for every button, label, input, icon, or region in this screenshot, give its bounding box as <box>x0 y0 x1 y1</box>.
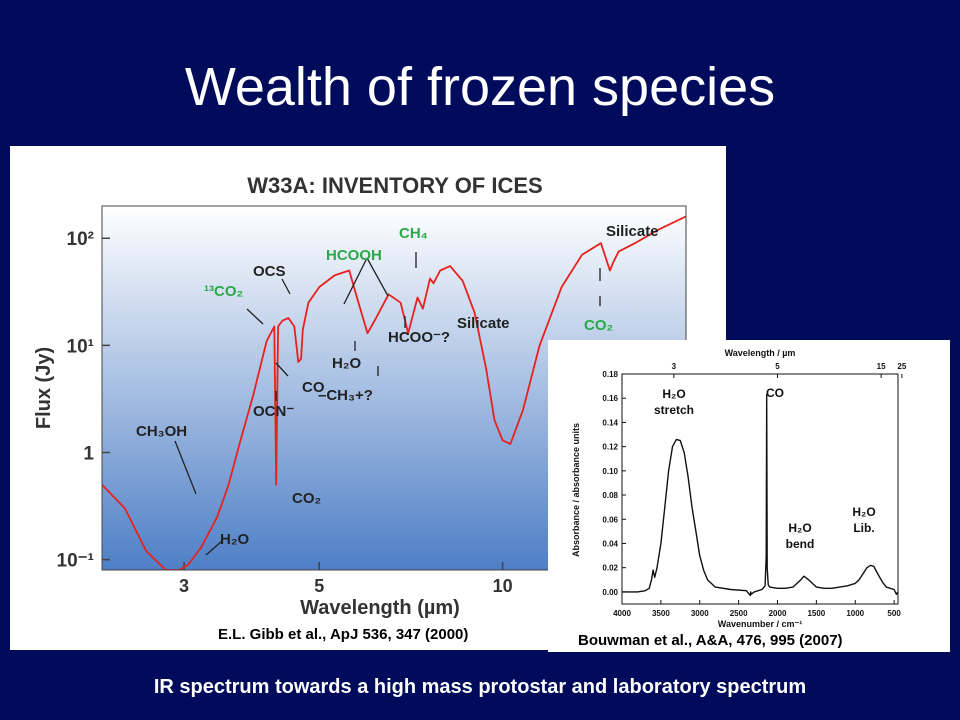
main-y-axis-label: Flux (Jy) <box>33 347 55 429</box>
main-annotation-12: CH₄ <box>399 225 428 242</box>
inset-y-tick-label-5: 0.10 <box>602 467 618 476</box>
inset-x-tick-label-2: 3000 <box>691 609 709 618</box>
inset-y-tick-label-8: 0.16 <box>602 394 618 403</box>
main-annotation-4: CO₂ <box>292 490 321 507</box>
inset-y-tick-label-3: 0.06 <box>602 515 618 524</box>
main-x-tick-label-2: 10 <box>493 576 513 596</box>
inset-y-tick-label-1: 0.02 <box>602 564 618 573</box>
main-annotation-5: ¹³CO₂ <box>204 283 243 300</box>
main-x-tick-label-0: 3 <box>179 576 189 596</box>
slide-caption: IR spectrum towards a high mass protosta… <box>153 676 807 698</box>
inset-annotation-2: H₂O <box>788 521 811 535</box>
slide-title: Wealth of frozen species <box>184 57 776 117</box>
main-annotation-1: Silicate <box>457 315 510 332</box>
inset-x-tick-label-1: 3500 <box>652 609 670 618</box>
main-y-tick-label-0: 10⁻¹ <box>57 551 95 572</box>
main-x-axis-label: Wavelength (µm) <box>300 597 460 619</box>
inset-y-tick-label-4: 0.08 <box>602 491 618 500</box>
inset-series-line <box>622 393 899 597</box>
main-y-tick-label-2: 10¹ <box>67 336 94 357</box>
main-chart-title: W33A: INVENTORY OF ICES <box>247 173 542 198</box>
main-y-tick-label-3: 10² <box>67 229 94 250</box>
main-annotation-8: OCN⁻ <box>253 403 294 420</box>
main-y-tick-label-1: 1 <box>83 443 94 464</box>
inset-x-tick-label-7: 500 <box>887 609 901 618</box>
inset-annotation-2-line2: bend <box>786 537 815 551</box>
inset-annotation-0: H₂O <box>662 387 685 401</box>
inset-figure-panel <box>548 340 950 652</box>
main-annotation-7: CO <box>302 379 325 396</box>
inset-x-tick-label-3: 2500 <box>730 609 748 618</box>
inset-x-tick-label-5: 1500 <box>807 609 825 618</box>
inset-x-tick-label-0: 4000 <box>613 609 631 618</box>
inset-top-tick-label-0: 3 <box>672 362 677 371</box>
main-x-tick-label-1: 5 <box>314 576 324 596</box>
inset-y-tick-label-2: 0.04 <box>602 539 618 548</box>
inset-annotation-1: CO <box>766 386 784 400</box>
inset-y-tick-label-0: 0.00 <box>602 588 618 597</box>
inset-annotation-0-line2: stretch <box>654 403 694 417</box>
inset-top-axis-label: Wavelength / µm <box>725 348 796 358</box>
inset-top-tick-label-3: 25 <box>897 362 906 371</box>
inset-y-tick-label-6: 0.12 <box>602 443 618 452</box>
main-annotation-10: H₂O <box>332 355 361 372</box>
main-annotation-2: CH₃OH <box>136 423 187 440</box>
main-annotation-3: H₂O <box>220 531 249 548</box>
citation-gibb: E.L. Gibb et al., ApJ 536, 347 (2000) <box>218 626 469 643</box>
inset-plot-frame <box>621 373 899 605</box>
inset-y-tick-label-9: 0.18 <box>602 370 618 379</box>
main-annotation-14: CO₂ <box>584 317 613 334</box>
inset-y-axis-label: Absorbance / absorbance units <box>571 423 581 557</box>
inset-top-tick-label-1: 5 <box>775 362 780 371</box>
main-series-line <box>102 215 686 570</box>
inset-top-tick-label-2: 15 <box>877 362 886 371</box>
inset-chart: 4000 3500 3000 2500 2000 1500 1000 500 3 5 15 25 0.0… <box>571 348 907 629</box>
inset-x-axis-label: Wavenumber / cm⁻¹ <box>718 619 802 629</box>
inset-y-tick-label-7: 0.14 <box>602 418 618 427</box>
main-annotation-9: HCOOH <box>326 247 382 264</box>
inset-annotation-3: H₂O <box>852 505 875 519</box>
main-annotation-6: OCS <box>253 263 286 280</box>
main-annotation-0: Silicate <box>606 223 659 240</box>
inset-annotation-3-line2: Lib. <box>853 521 874 535</box>
inset-x-tick-label-6: 1000 <box>846 609 864 618</box>
main-annotation-13: HCOO⁻? <box>388 329 450 346</box>
citation-bouwman: Bouwman et al., A&A, 476, 995 (2007) <box>578 632 843 649</box>
main-annotation-11: –CH₃+? <box>318 387 373 404</box>
inset-x-tick-label-4: 2000 <box>769 609 787 618</box>
